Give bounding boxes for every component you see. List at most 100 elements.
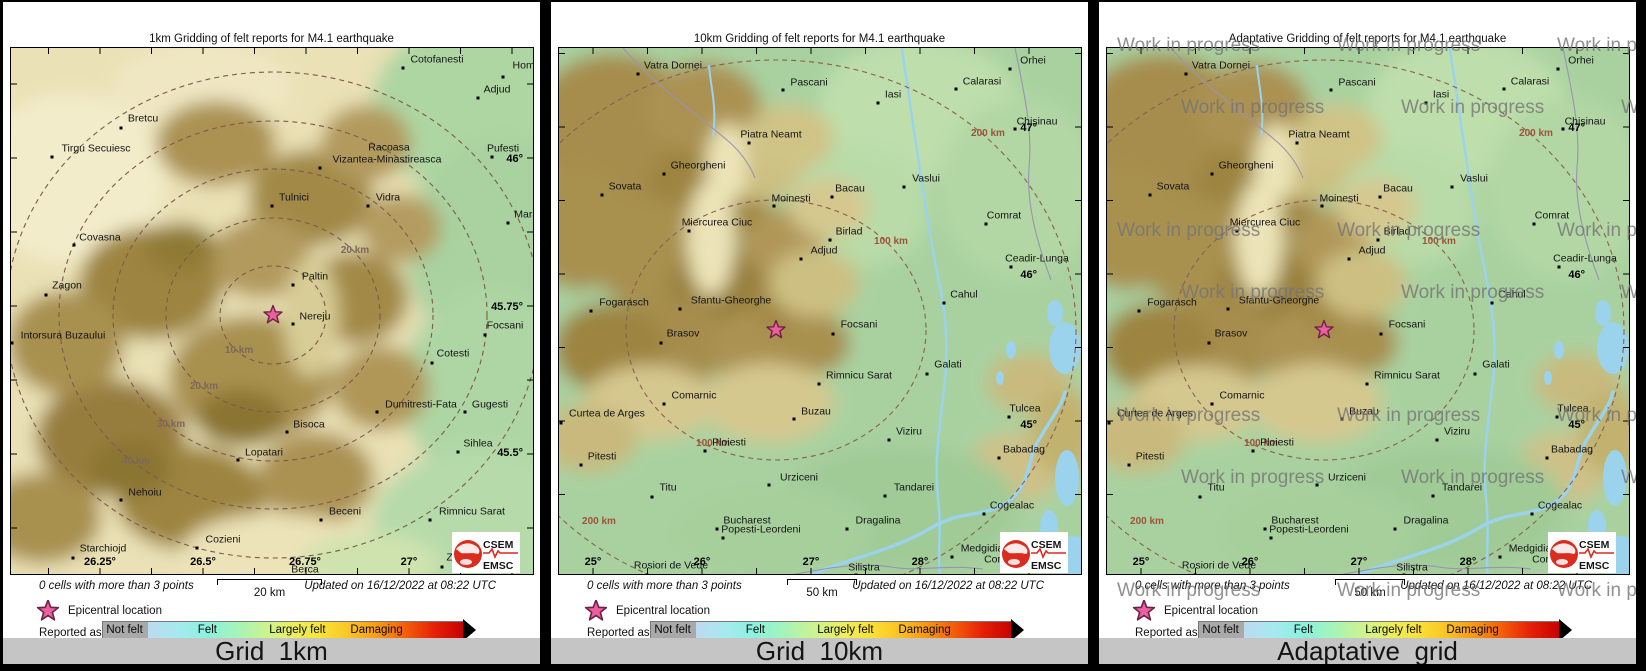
latitude-label: 45.75° (491, 301, 523, 313)
city-label: Comrat (987, 210, 1022, 222)
city-label: Bacau (1383, 183, 1413, 195)
latitude-label: 45° (1020, 419, 1037, 431)
city-dot (1263, 527, 1267, 531)
ring-distance-label: 100 km (1244, 438, 1278, 449)
city-label: Galati (934, 359, 961, 371)
panel-grid-10km: 10km Gridding of felt reports for M4.1 e… (551, 2, 1088, 664)
city-dot (285, 430, 289, 434)
city-label: Nehoiu (128, 487, 161, 499)
city-dot (1532, 222, 1536, 226)
city-label: Tandarei (894, 482, 934, 494)
city-dot (982, 512, 986, 516)
city-label: Cozieni (205, 534, 240, 546)
distance-ring (165, 217, 381, 413)
city-label: Brasov (1215, 328, 1248, 340)
city-label: Calarasi (1511, 76, 1550, 88)
city-dot (954, 87, 958, 91)
updated-note: Updated on 16/12/2022 at 08:22 UTC (1400, 580, 1592, 592)
city-label: Starchiojd (80, 543, 127, 555)
updated-note: Updated on 16/12/2022 at 08:22 UTC (852, 580, 1044, 592)
city-dot (817, 382, 821, 386)
city-label: Rimnicu Sarat (439, 506, 505, 518)
city-label: Calarasi (963, 76, 1002, 88)
scale-bar: 20 km (217, 579, 322, 599)
city-label: Birlad (836, 226, 863, 238)
city-label: Medgidia (961, 543, 1004, 555)
city-label: Racoasa (368, 142, 410, 154)
city-dot (1340, 417, 1344, 421)
ring-distance-label: 200 km (1130, 516, 1164, 527)
city-label: Iasi (1433, 89, 1449, 101)
city-label: Iasi (885, 89, 901, 101)
latitude-label: 46° (1020, 269, 1037, 281)
colorbar-label-felt: Felt (1293, 623, 1313, 636)
city-label: Chisinau (1017, 116, 1058, 128)
title-line-1: 10km Gridding of felt reports for M4.1 e… (693, 33, 946, 45)
city-label: Cotesti (437, 348, 470, 360)
city-label: Ploiesti (1260, 437, 1294, 449)
reported-as-label: Reported as: (587, 627, 653, 639)
city-label: Curtea de Arges (569, 408, 645, 420)
colorbar-label-notfelt: Not felt (106, 623, 143, 636)
longitude-label: 27° (803, 556, 820, 568)
city-dot (490, 155, 494, 159)
city-label: Fogarasch (599, 297, 649, 309)
longitude-label: 27° (1351, 556, 1368, 568)
city-dot (1490, 301, 1494, 305)
distance-ring (559, 59, 1077, 574)
colorbar-label-largelyfelt: Largely felt (817, 623, 874, 636)
city-dot (1545, 456, 1549, 460)
city-label: Vaslui (912, 173, 940, 185)
city-dot (195, 546, 199, 550)
city-dot (1009, 265, 1013, 269)
panel-adaptative-grid: Adaptative Gridding of felt reports for … (1099, 2, 1636, 664)
ring-distance-label: 10 km (225, 345, 253, 356)
ring-distance-label: 100 km (1422, 236, 1456, 247)
city-label: Bucharest (1271, 515, 1318, 527)
city-label: Miercurea Ciuc (1230, 217, 1301, 229)
city-dot (1137, 309, 1141, 313)
city-dot (401, 66, 405, 70)
city-dot (662, 402, 666, 406)
city-dot (1378, 195, 1382, 199)
city-label: Tirgu Secuiesc (61, 143, 130, 155)
city-label: Ceadir-Lunga (1553, 253, 1617, 265)
city-dot (792, 417, 796, 421)
city-dot (1251, 449, 1255, 453)
city-dot (428, 518, 432, 522)
latitude-label: 47° (1568, 122, 1585, 134)
city-dot (854, 573, 858, 574)
city-label: Sovata (1157, 181, 1190, 193)
city-dot (1431, 494, 1435, 498)
city-dot (1365, 382, 1369, 386)
city-dot (767, 483, 771, 487)
city-label: Berca (291, 564, 319, 576)
title-line-1: Adaptative Gridding of felt reports for … (1228, 33, 1507, 45)
city-dot (942, 301, 946, 305)
longitude-label: 26.75° (289, 556, 321, 568)
longitude-label: 26.25° (84, 556, 116, 568)
city-label: Sihlea (463, 438, 492, 450)
city-dot (456, 450, 460, 454)
city-label: Zagon (52, 280, 82, 292)
city-label: Vidra (376, 192, 400, 204)
city-dot (876, 101, 880, 105)
city-dot (1498, 555, 1502, 559)
colorbar-arrow-icon (1011, 619, 1024, 641)
city-dot (440, 565, 444, 569)
city-dot (925, 372, 929, 376)
city-dot (1320, 204, 1324, 208)
city-dot (703, 449, 707, 453)
city-dot (662, 172, 666, 176)
city-dot (1379, 332, 1383, 336)
longitude-label: 28° (912, 556, 929, 568)
colorbar-label-felt: Felt (197, 623, 217, 636)
city-label: Bucharest (723, 515, 770, 527)
city-label: Sfantu-Gheorghe (691, 295, 772, 307)
scale-bar-label: 50 km (1354, 587, 1386, 599)
distance-ring (112, 168, 434, 462)
city-label: Tulcea (1557, 403, 1588, 415)
scale-bar: 50 km (787, 579, 857, 599)
city-dot (883, 494, 887, 498)
city-dot (11, 341, 14, 345)
